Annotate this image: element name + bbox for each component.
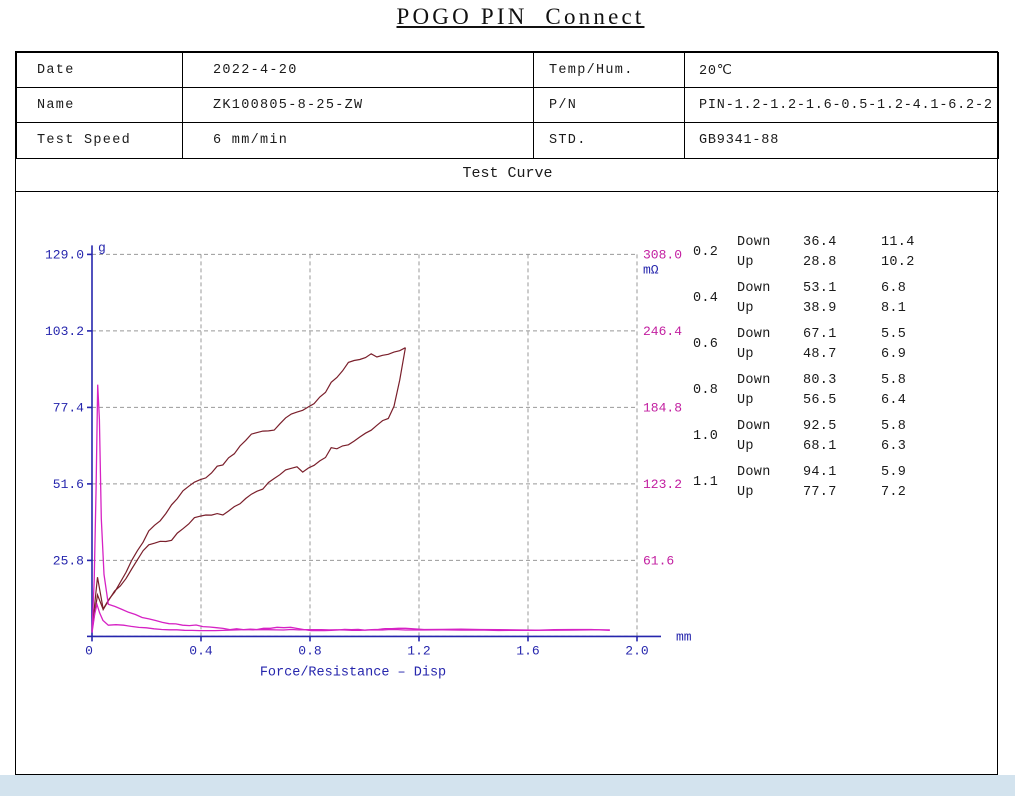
svg-text:246.4: 246.4 [643,323,682,338]
svg-text:g: g [98,240,106,255]
svg-text:0.4: 0.4 [189,643,213,658]
svg-text:123.2: 123.2 [643,476,682,491]
svg-text:2.0: 2.0 [625,643,648,658]
svg-text:0.8: 0.8 [298,643,321,658]
svg-text:103.2: 103.2 [45,323,84,338]
svg-text:1.2: 1.2 [407,643,430,658]
svg-text:25.8: 25.8 [53,553,84,568]
svg-text:129.0: 129.0 [45,247,84,262]
svg-text:Force/Resistance – Disp: Force/Resistance – Disp [260,665,446,680]
svg-text:77.4: 77.4 [53,400,84,415]
svg-text:51.6: 51.6 [53,476,84,491]
svg-text:0: 0 [85,643,93,658]
svg-text:184.8: 184.8 [643,400,682,415]
svg-text:mΩ: mΩ [643,262,659,277]
svg-text:61.6: 61.6 [643,553,674,568]
svg-text:308.0: 308.0 [643,247,682,262]
svg-text:mm: mm [676,629,692,644]
svg-text:1.6: 1.6 [516,643,539,658]
